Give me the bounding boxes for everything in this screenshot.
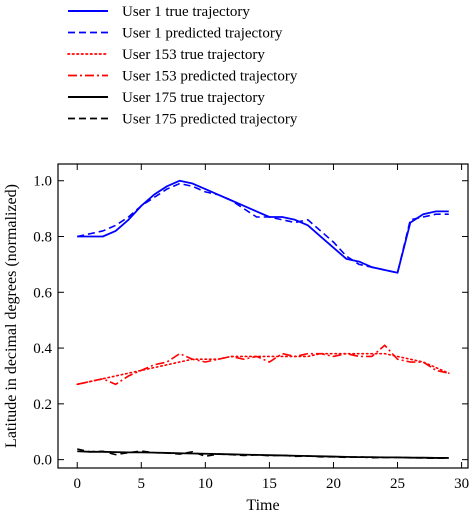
legend-label-1: User 1 true trajectory (122, 4, 250, 20)
series-line-1 (77, 179, 449, 274)
legend-label-3: User 153 true trajectory (122, 47, 265, 63)
ticks: 0 5 10 15 20 25 30 0.0 0.2 0.4 0.6 0.8 1.0 (33, 164, 469, 492)
legend: User 1 true trajectory User 1 predicted t… (67, 4, 298, 128)
series-line-6 (77, 448, 449, 460)
x-tick-label: 0 (73, 476, 81, 492)
y-tick-label: 1.0 (33, 174, 52, 190)
x-tick-label: 10 (198, 476, 213, 492)
y-tick-label: 0.2 (33, 397, 52, 413)
legend-label-4: User 153 predicted trajectory (122, 69, 298, 85)
legend-label-2: User 1 predicted trajectory (122, 26, 283, 42)
x-axis-label: Time (246, 497, 279, 514)
x-tick-label: 20 (326, 476, 341, 492)
x-tick-label: 5 (138, 476, 146, 492)
x-tick-label: 15 (262, 476, 277, 492)
series-layer (76, 179, 450, 460)
y-tick-label: 0.4 (33, 341, 52, 357)
legend-label-5: User 175 true trajectory (122, 90, 265, 106)
y-axis-label: Latitude in decimal degrees (normalized) (3, 184, 20, 448)
y-tick-label: 0.0 (33, 453, 52, 469)
y-tick-label: 0.8 (33, 230, 52, 246)
y-tick-label: 0.6 (33, 285, 52, 301)
series-line-2 (77, 182, 449, 274)
series-line-3 (76, 352, 450, 386)
x-tick-label: 30 (454, 476, 469, 492)
plot-frame (57, 163, 469, 469)
legend-label-6: User 175 predicted trajectory (122, 112, 298, 128)
x-tick-label: 25 (390, 476, 405, 492)
series-line-4 (77, 344, 449, 386)
